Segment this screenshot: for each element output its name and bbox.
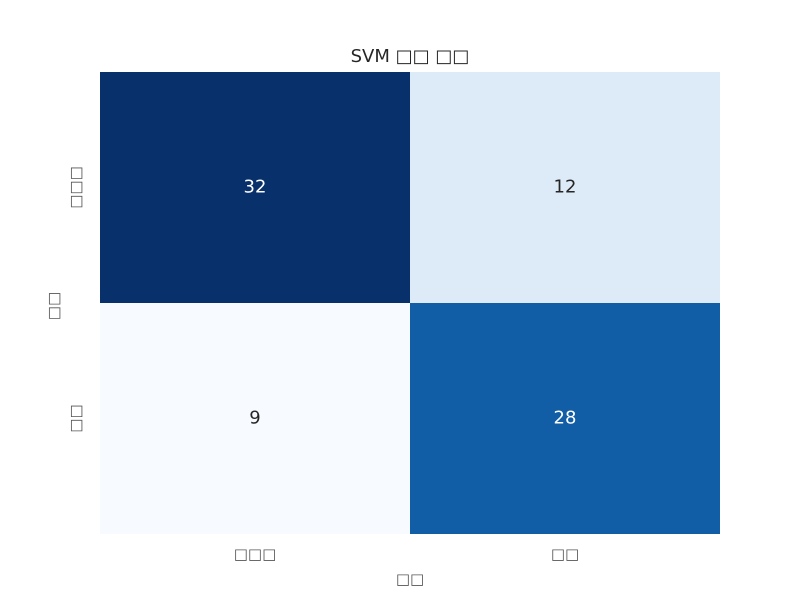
x-axis-ticks: □□□ □□ — [234, 545, 579, 563]
cell-value-label: 32 — [244, 177, 267, 198]
heatmap-cell — [410, 303, 720, 534]
heatmap-cell — [100, 72, 410, 303]
heatmap-cells: 32 12 9 28 — [100, 72, 720, 534]
cell-value-label: 12 — [554, 177, 577, 198]
x-tick-label: □□□ — [234, 545, 277, 563]
cell-value-label: 9 — [249, 408, 260, 429]
y-tick-label: □□□ — [67, 166, 85, 209]
cell-value-label: 28 — [554, 408, 577, 429]
y-axis-ticks: □□□□□ — [67, 166, 85, 432]
x-axis-label: □□ — [396, 570, 424, 588]
chart-title: SVM □□ □□ — [351, 46, 470, 67]
y-tick-label: □□ — [67, 404, 85, 432]
heatmap-cell — [100, 303, 410, 534]
heatmap-cell — [410, 72, 720, 303]
y-axis-label: □□ — [45, 292, 63, 320]
x-tick-label: □□ — [551, 545, 579, 563]
